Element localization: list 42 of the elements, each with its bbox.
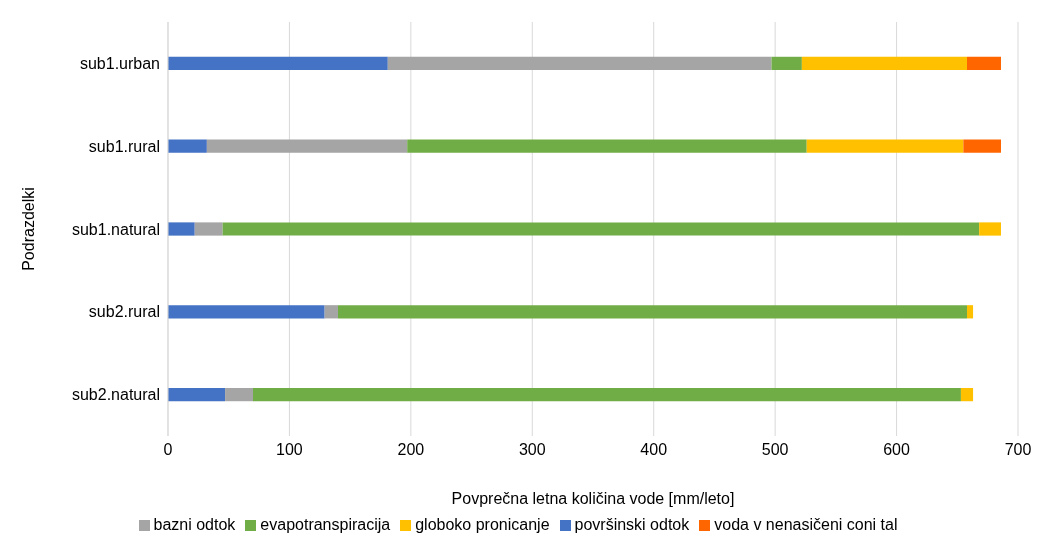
bar: [222, 222, 980, 236]
bar: [806, 139, 964, 153]
bar: [338, 305, 967, 319]
bar: [168, 387, 226, 402]
y-tick-label: sub1.urban: [79, 55, 160, 73]
x-tick-label: 400: [640, 441, 668, 459]
bar: [407, 139, 807, 153]
bar: [387, 56, 772, 71]
x-tick-label: 700: [1004, 441, 1032, 459]
bar: [206, 139, 408, 153]
bar: [194, 222, 223, 236]
y-tick-label: sub1.rural: [88, 137, 160, 155]
legend-label: bazni odtok: [153, 516, 236, 533]
y-tick-label: sub2.natural: [71, 386, 160, 404]
bar: [801, 56, 967, 71]
bar: [324, 305, 338, 319]
bar: [168, 56, 388, 71]
bar: [960, 387, 974, 402]
y-axis-title: Podrazdelki: [19, 187, 37, 271]
legend-label: globoko pronicanje: [415, 516, 550, 533]
x-tick-label: 600: [883, 441, 911, 459]
legend-label: voda v nenasičeni coni tal: [714, 516, 898, 533]
bar: [979, 222, 1001, 236]
legend-label: površinski odtok: [574, 516, 690, 533]
x-tick-label: 300: [518, 441, 546, 459]
bar: [225, 387, 253, 402]
bar: [168, 305, 325, 319]
bar: [168, 222, 195, 236]
bar: [168, 139, 207, 153]
bar: [253, 387, 961, 402]
x-tick-label: 0: [163, 441, 173, 459]
bar: [967, 56, 1001, 71]
y-tick-label: sub1.natural: [71, 220, 160, 238]
bar: [963, 139, 1001, 153]
x-axis-title: Povprečna letna količina vode [mm/leto]: [451, 490, 735, 507]
legend-label: evapotranspiracija: [260, 516, 391, 533]
x-tick-label: 200: [397, 441, 425, 459]
x-tick-label: 500: [761, 441, 789, 459]
x-tick-label: 100: [276, 441, 303, 459]
y-tick-label: sub2.rural: [88, 303, 160, 321]
bar: [967, 305, 974, 319]
bar: [771, 56, 802, 71]
